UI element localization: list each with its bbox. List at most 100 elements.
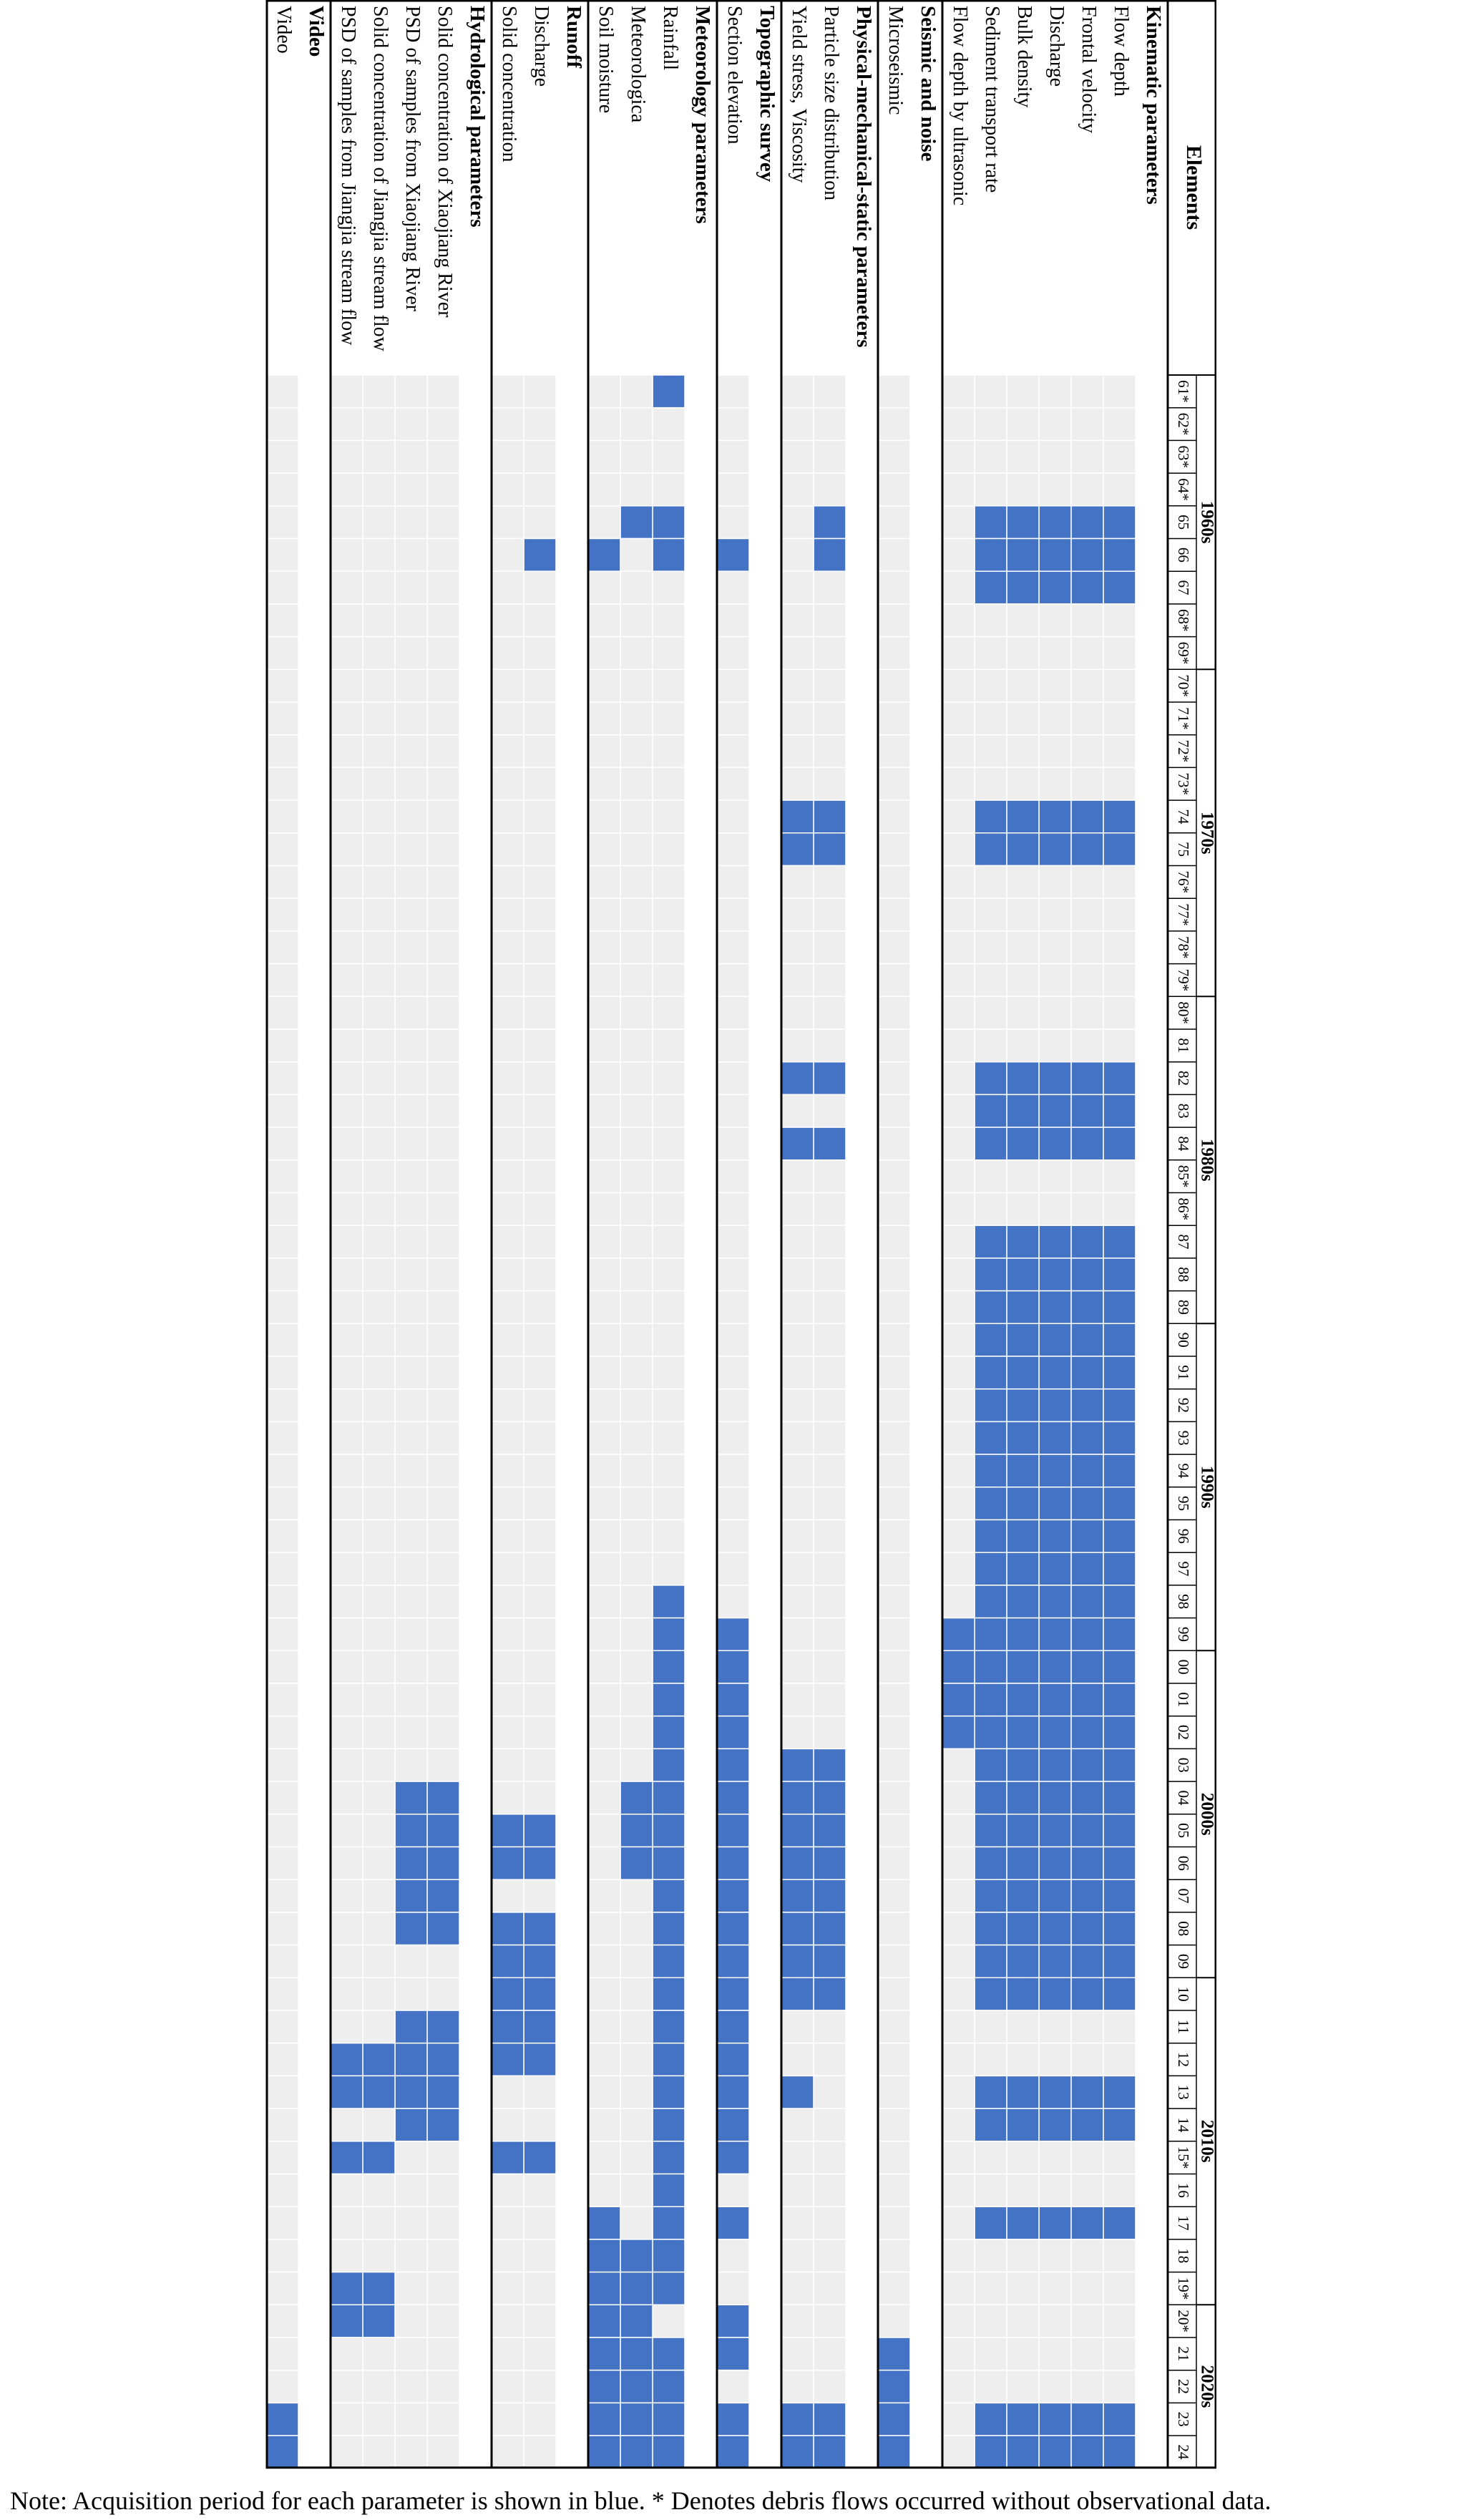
cell-inactive: [877, 1257, 911, 1292]
cell-inactive: [394, 1552, 428, 1586]
cell-inactive: [491, 537, 524, 572]
cell-inactive: [942, 1290, 975, 1325]
year-label-03: 03: [1175, 1758, 1192, 1773]
cell-inactive: [394, 734, 428, 769]
cell-inactive: [362, 505, 396, 540]
year-label-91: 91: [1175, 1365, 1192, 1380]
cell-inactive: [265, 734, 299, 769]
cell-active: [426, 1781, 460, 1815]
cell-inactive: [942, 472, 975, 507]
cell-inactive: [523, 865, 557, 899]
cell-inactive: [781, 2337, 814, 2371]
cell-inactive: [1006, 407, 1040, 442]
cell-inactive: [265, 2108, 299, 2142]
year-label-78*: 78*: [1175, 936, 1192, 959]
cell-inactive: [491, 1192, 524, 1226]
year-label-76*: 76*: [1175, 871, 1192, 894]
cell-inactive: [942, 1159, 975, 1194]
cell-inactive: [362, 1257, 396, 1292]
cell-active: [620, 505, 653, 540]
cell-inactive: [426, 537, 460, 572]
cell-inactive: [813, 439, 846, 474]
cell-inactive: [942, 1356, 975, 1390]
cell-inactive: [1070, 2042, 1104, 2077]
cell-inactive: [362, 2206, 396, 2240]
cell-active: [716, 2304, 750, 2338]
cell-inactive: [652, 668, 685, 703]
cell-inactive: [1006, 2304, 1040, 2338]
year-label-94: 94: [1175, 1463, 1192, 1479]
cell-inactive: [781, 472, 814, 507]
cell-active: [652, 2141, 685, 2175]
cell-active: [1006, 2108, 1040, 2142]
cell-inactive: [716, 701, 750, 736]
cell-active: [1006, 1323, 1040, 1357]
cell-inactive: [1038, 374, 1072, 409]
cell-active: [426, 1912, 460, 1946]
cell-active: [813, 1977, 846, 2011]
cell-inactive: [1070, 865, 1104, 899]
cell-inactive: [652, 1290, 685, 1325]
year-label-67: 67: [1175, 580, 1192, 595]
cell-inactive: [362, 963, 396, 998]
cell-active: [1070, 799, 1104, 834]
cell-active: [1070, 1879, 1104, 1913]
cell-inactive: [523, 2435, 557, 2469]
cell-inactive: [330, 799, 363, 834]
cell-active: [716, 1617, 750, 1652]
year-label-11: 11: [1175, 2020, 1192, 2034]
cell-inactive: [265, 832, 299, 867]
year-label-70*: 70*: [1175, 674, 1192, 697]
cell-inactive: [330, 1290, 363, 1325]
cell-inactive: [781, 2369, 814, 2404]
cell-inactive: [426, 2239, 460, 2273]
cell-inactive: [330, 1421, 363, 1455]
cell-inactive: [877, 1585, 911, 1619]
cell-active: [1070, 2075, 1104, 2109]
cell-inactive: [265, 1814, 299, 1848]
cell-inactive: [813, 2010, 846, 2044]
cell-inactive: [587, 1454, 621, 1488]
cell-inactive: [813, 1585, 846, 1619]
cell-inactive: [974, 930, 1007, 965]
cell-active: [1103, 1061, 1136, 1096]
cell-inactive: [716, 996, 750, 1030]
cell-inactive: [620, 1454, 653, 1488]
cell-inactive: [394, 1944, 428, 1979]
cell-inactive: [813, 1715, 846, 1750]
cell-inactive: [620, 1421, 653, 1455]
cell-active: [1038, 1748, 1072, 1782]
cell-inactive: [394, 2435, 428, 2469]
cell-inactive: [652, 1159, 685, 1194]
cell-inactive: [587, 407, 621, 442]
cell-inactive: [330, 2435, 363, 2469]
cell-inactive: [330, 832, 363, 867]
cell-active: [1070, 1683, 1104, 1717]
cell-inactive: [620, 407, 653, 442]
cell-inactive: [491, 1061, 524, 1096]
cell-active: [620, 1814, 653, 1848]
cell-active: [394, 1814, 428, 1848]
cell-inactive: [716, 472, 750, 507]
year-label-86*: 86*: [1175, 1198, 1192, 1221]
cell-inactive: [587, 603, 621, 638]
year-label-00: 00: [1175, 1660, 1192, 1675]
cell-inactive: [716, 1257, 750, 1292]
cell-inactive: [1103, 897, 1136, 932]
cell-inactive: [813, 2206, 846, 2240]
cell-active: [587, 2271, 621, 2306]
cell-inactive: [942, 2271, 975, 2306]
cell-inactive: [362, 570, 396, 605]
cell-inactive: [330, 930, 363, 965]
cell-inactive: [1103, 2337, 1136, 2371]
cell-active: [716, 2337, 750, 2371]
cell-inactive: [1038, 996, 1072, 1030]
cell-inactive: [781, 1552, 814, 1586]
cell-inactive: [394, 1127, 428, 1161]
cell-inactive: [394, 2369, 428, 2404]
cell-active: [974, 505, 1007, 540]
cell-inactive: [620, 1061, 653, 1096]
cell-inactive: [877, 1487, 911, 1521]
cell-inactive: [942, 1585, 975, 1619]
group-title: Physical-mechanical-static parameters: [852, 6, 875, 348]
